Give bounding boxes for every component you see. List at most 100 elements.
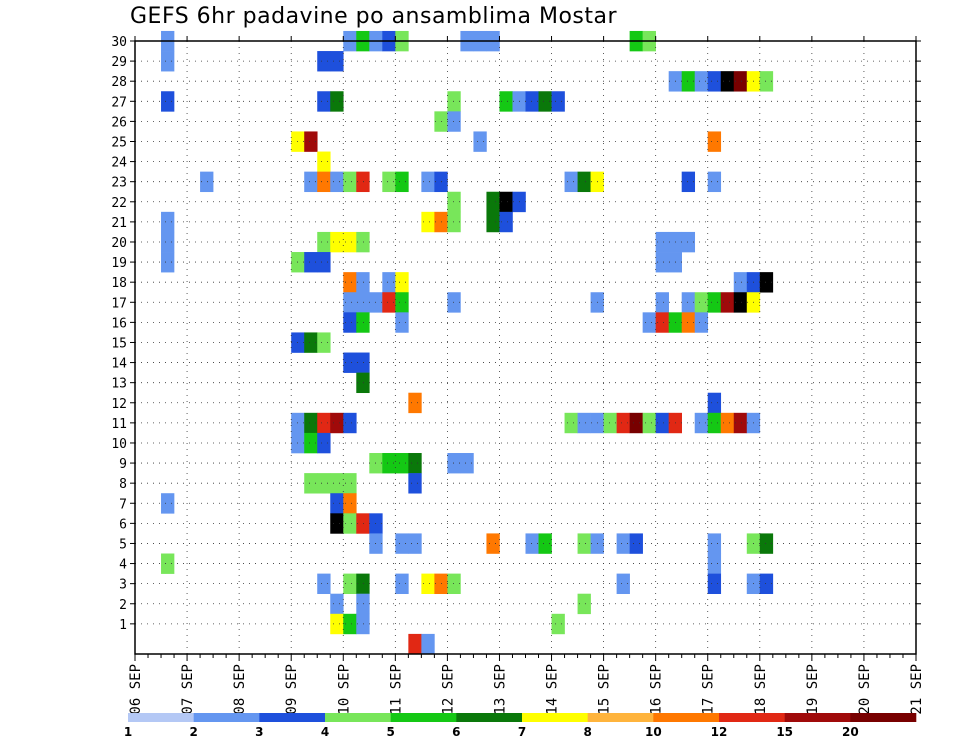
heatmap-cell bbox=[694, 71, 709, 92]
heatmap-cell bbox=[343, 513, 357, 534]
color-legend: 1 2 3 4 5 6 7 8 10 12 15 20 bbox=[124, 713, 917, 739]
heatmap-cell bbox=[356, 513, 370, 534]
heatmap-cell bbox=[356, 573, 370, 595]
heatmap-cell bbox=[629, 412, 643, 434]
heatmap-cell bbox=[681, 231, 696, 253]
heatmap-cell bbox=[499, 211, 513, 233]
heatmap-cell bbox=[707, 131, 722, 152]
heatmap-cell bbox=[395, 453, 409, 474]
heatmap-cell bbox=[733, 292, 748, 313]
heatmap-cell bbox=[161, 231, 175, 253]
heatmap-cell bbox=[395, 171, 409, 193]
y-tick-label: 13 bbox=[111, 377, 127, 392]
heatmap-cell bbox=[317, 151, 331, 172]
heatmap-cell bbox=[447, 573, 461, 595]
y-tick-label: 27 bbox=[111, 95, 127, 110]
y-tick-label: 24 bbox=[111, 156, 127, 171]
heatmap-cell bbox=[733, 272, 748, 293]
heatmap-cell bbox=[629, 533, 643, 554]
heatmap-cell bbox=[707, 71, 722, 92]
y-tick-label: 17 bbox=[111, 296, 127, 311]
heatmap-cell bbox=[356, 292, 370, 313]
x-tick-label: 09 SEP bbox=[284, 664, 300, 715]
heatmap-cell bbox=[447, 211, 461, 233]
x-tick-label: 16 SEP bbox=[649, 664, 665, 715]
x-axis-ticks: 06 SEP 07 SEP 08 SEP 09 SEP 10 SEP 11 SEP 12 S… bbox=[128, 36, 925, 715]
heatmap-cell bbox=[616, 573, 630, 595]
y-tick-label: 22 bbox=[111, 196, 127, 211]
heatmap-cell bbox=[343, 473, 357, 494]
heatmap-cell bbox=[421, 633, 435, 655]
legend-swatch bbox=[128, 713, 194, 722]
y-tick-label: 19 bbox=[111, 256, 127, 271]
x-tick-label: 15 SEP bbox=[597, 664, 613, 715]
heatmap-cell bbox=[642, 312, 656, 333]
heatmap-cell bbox=[577, 412, 591, 434]
heatmap-cell bbox=[330, 593, 344, 615]
heatmap-cell bbox=[161, 91, 175, 112]
heatmap-cell bbox=[395, 312, 409, 333]
heatmap-cell bbox=[343, 272, 357, 293]
heatmap-cell bbox=[681, 171, 696, 193]
heatmap-cell bbox=[707, 412, 722, 434]
heatmap-cell bbox=[525, 533, 539, 554]
heatmap-cell bbox=[421, 211, 435, 233]
heatmap-cell bbox=[330, 171, 344, 193]
heatmap-cell bbox=[304, 432, 318, 454]
heatmap-cell bbox=[603, 412, 617, 434]
heatmap-cell bbox=[161, 493, 175, 514]
y-tick-label: 8 bbox=[119, 477, 127, 492]
heatmap-cell bbox=[356, 372, 370, 394]
heatmap-cell bbox=[343, 613, 357, 635]
legend-label: 10 bbox=[645, 725, 662, 739]
heatmap-cell bbox=[317, 332, 331, 353]
y-tick-label: 4 bbox=[119, 558, 127, 573]
plot-frame bbox=[134, 40, 917, 655]
heatmap-cell bbox=[655, 312, 669, 333]
heatmap-cell bbox=[408, 392, 422, 414]
heatmap-cell bbox=[655, 292, 669, 313]
heatmap-cell bbox=[356, 312, 370, 333]
heatmap-cell bbox=[304, 473, 318, 494]
heatmap-cell bbox=[473, 131, 487, 152]
legend-label: 1 bbox=[124, 725, 132, 739]
heatmap-cell bbox=[655, 252, 669, 273]
heatmap-cell bbox=[343, 312, 357, 333]
x-tick-label: 08 SEP bbox=[232, 664, 248, 715]
heatmap-cell bbox=[161, 51, 175, 72]
heatmap-cell bbox=[720, 292, 735, 313]
x-tick-label: 18 SEP bbox=[753, 664, 769, 715]
heatmap-cell bbox=[330, 412, 344, 434]
heatmap-cell bbox=[304, 252, 318, 273]
heatmap-cell bbox=[707, 392, 722, 414]
heatmap-cell bbox=[408, 473, 422, 494]
heatmap-cell bbox=[304, 131, 318, 152]
y-tick-label: 28 bbox=[111, 75, 127, 90]
heatmap-cell bbox=[551, 613, 565, 635]
y-tick-label: 14 bbox=[111, 357, 127, 372]
heatmap-cell bbox=[681, 292, 696, 313]
legend-label: 8 bbox=[583, 725, 591, 739]
legend-swatch bbox=[325, 713, 391, 722]
x-tick-label: 10 SEP bbox=[336, 664, 352, 715]
heatmap-cell bbox=[330, 51, 344, 72]
legend-label: 5 bbox=[386, 725, 394, 739]
heatmap-cell bbox=[330, 473, 344, 494]
heatmap-cell bbox=[655, 231, 669, 253]
heatmap-cell bbox=[447, 111, 461, 132]
heatmap-cell bbox=[720, 412, 735, 434]
y-tick-label: 6 bbox=[119, 517, 127, 532]
heatmap-cell bbox=[356, 171, 370, 193]
heatmap-cell bbox=[421, 573, 435, 595]
y-tick-label: 18 bbox=[111, 276, 127, 291]
legend-label: 12 bbox=[711, 725, 728, 739]
heatmap-cell bbox=[694, 412, 709, 434]
heatmap-cell bbox=[356, 272, 370, 293]
heatmap-cell bbox=[499, 91, 513, 112]
heatmap-cell bbox=[395, 573, 409, 595]
heatmap-cell bbox=[720, 71, 735, 92]
y-tick-label: 11 bbox=[111, 417, 127, 432]
legend-swatch bbox=[784, 713, 851, 722]
heatmap-cell bbox=[304, 412, 318, 434]
